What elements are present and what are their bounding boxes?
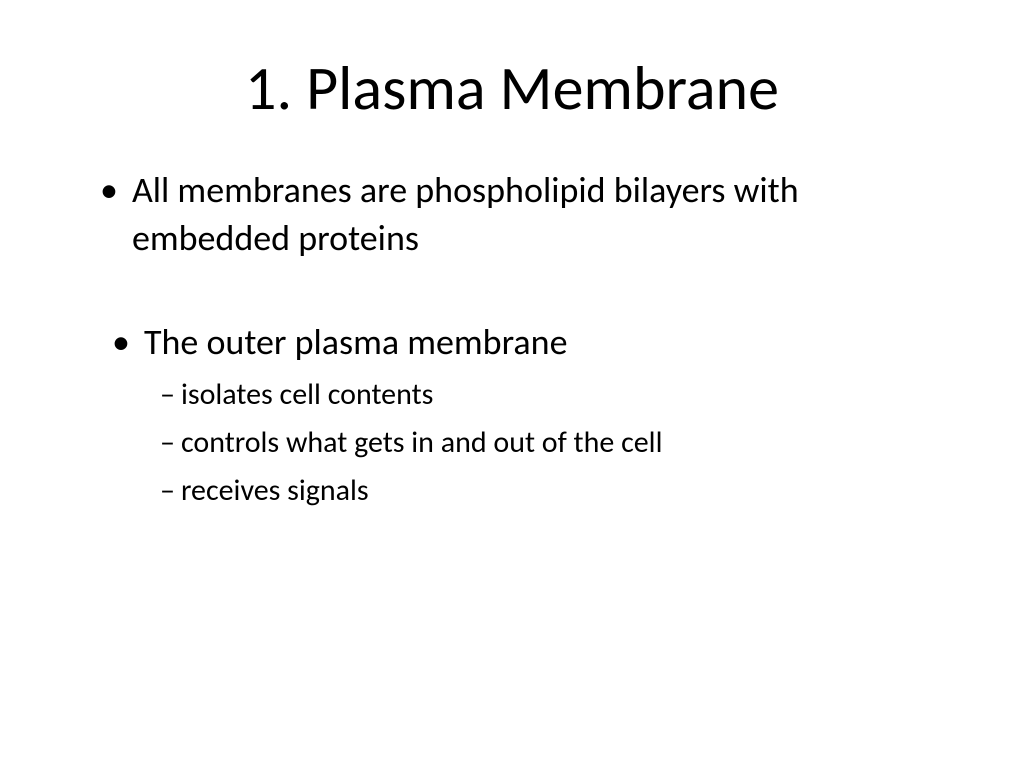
- bullet-text: All membranes are phospholipid bilayers …: [132, 166, 964, 262]
- sub-text: isolates cell contents: [181, 374, 433, 416]
- dash-marker-icon: –: [160, 422, 175, 464]
- sub-item: – isolates cell contents: [160, 374, 964, 416]
- bullet-marker-icon: •: [100, 166, 118, 262]
- slide-content: • All membranes are phospholipid bilayer…: [60, 166, 964, 512]
- sub-text: controls what gets in and out of the cel…: [181, 422, 663, 464]
- dash-marker-icon: –: [160, 470, 175, 512]
- bullet-marker-icon: •: [112, 318, 130, 366]
- bullet-item: • All membranes are phospholipid bilayer…: [100, 166, 964, 262]
- bullet-item: • The outer plasma membrane: [112, 318, 964, 366]
- sub-list: – isolates cell contents – controls what…: [160, 374, 964, 512]
- sub-item: – controls what gets in and out of the c…: [160, 422, 964, 464]
- bullet-text: The outer plasma membrane: [144, 318, 568, 366]
- sub-text: receives signals: [181, 470, 369, 512]
- sub-item: – receives signals: [160, 470, 964, 512]
- slide-title: 1. Plasma Membrane: [60, 50, 964, 126]
- spacer: [100, 270, 964, 318]
- dash-marker-icon: –: [160, 374, 175, 416]
